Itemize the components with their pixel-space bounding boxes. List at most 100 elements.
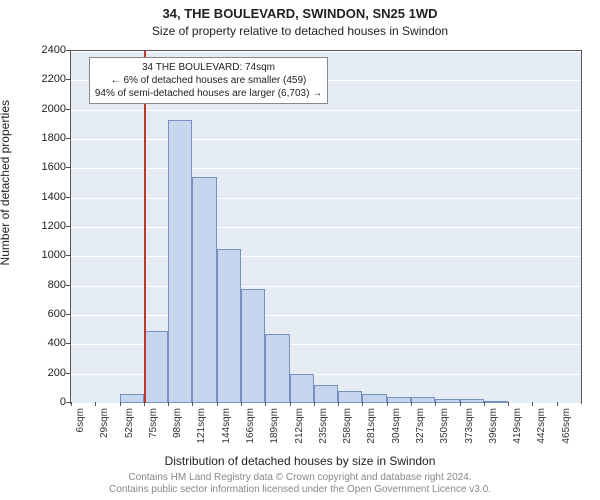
x-tick-mark <box>217 402 218 406</box>
histogram-bar <box>435 399 459 403</box>
x-tick-mark <box>290 402 291 406</box>
histogram-bar <box>144 331 168 403</box>
histogram-bar <box>265 334 289 403</box>
x-tick-mark <box>144 402 145 406</box>
x-tick-mark <box>71 402 72 406</box>
y-tick-label: 1600 <box>42 161 66 173</box>
annotation-line: 34 THE BOULEVARD: 74sqm <box>95 61 322 74</box>
y-tick-mark <box>66 79 70 80</box>
histogram-bar <box>290 374 314 403</box>
histogram-bar <box>314 385 338 403</box>
x-tick-mark <box>338 402 339 406</box>
footer-attribution: Contains HM Land Registry data © Crown c… <box>0 472 600 496</box>
x-tick-label: 52sqm <box>124 408 135 454</box>
y-tick-mark <box>66 314 70 315</box>
page-title: 34, THE BOULEVARD, SWINDON, SN25 1WD <box>0 6 600 21</box>
x-tick-mark <box>95 402 96 406</box>
x-tick-label: 258sqm <box>342 408 353 454</box>
x-axis-label: Distribution of detached houses by size … <box>0 454 600 468</box>
x-tick-mark <box>508 402 509 406</box>
y-tick-label: 2400 <box>42 44 66 56</box>
x-tick-mark <box>460 402 461 406</box>
x-tick-mark <box>411 402 412 406</box>
footer-line1: Contains HM Land Registry data © Crown c… <box>0 472 600 484</box>
x-tick-label: 373sqm <box>464 408 475 454</box>
x-tick-label: 327sqm <box>415 408 426 454</box>
y-axis-label: Number of detached properties <box>0 0 12 250</box>
x-tick-label: 166sqm <box>245 408 256 454</box>
y-tick-mark <box>66 373 70 374</box>
annotation-line: ← 6% of detached houses are smaller (459… <box>95 74 322 87</box>
x-tick-mark <box>362 402 363 406</box>
x-tick-label: 121sqm <box>196 408 207 454</box>
y-tick-label: 1400 <box>42 191 66 203</box>
x-tick-label: 304sqm <box>391 408 402 454</box>
x-tick-label: 396sqm <box>488 408 499 454</box>
x-tick-mark <box>557 402 558 406</box>
y-tick-label: 600 <box>48 308 66 320</box>
x-tick-mark <box>435 402 436 406</box>
gridline <box>71 110 581 111</box>
annotation-line: 94% of semi-detached houses are larger (… <box>95 87 322 100</box>
annotation-box: 34 THE BOULEVARD: 74sqm← 6% of detached … <box>89 57 328 104</box>
x-tick-label: 235sqm <box>318 408 329 454</box>
gridline <box>71 139 581 140</box>
y-tick-label: 2200 <box>42 73 66 85</box>
x-tick-label: 29sqm <box>99 408 110 454</box>
histogram-bar <box>168 120 192 403</box>
y-tick-mark <box>66 255 70 256</box>
y-tick-label: 400 <box>48 337 66 349</box>
x-tick-label: 442sqm <box>536 408 547 454</box>
y-tick-mark <box>66 343 70 344</box>
y-tick-mark <box>66 285 70 286</box>
x-tick-mark <box>241 402 242 406</box>
x-tick-mark <box>484 402 485 406</box>
x-tick-mark <box>192 402 193 406</box>
y-tick-label: 1200 <box>42 220 66 232</box>
x-tick-label: 281sqm <box>366 408 377 454</box>
x-tick-label: 75sqm <box>148 408 159 454</box>
x-tick-label: 6sqm <box>75 408 86 454</box>
x-tick-label: 350sqm <box>439 408 450 454</box>
y-tick-mark <box>66 138 70 139</box>
y-tick-label: 800 <box>48 279 66 291</box>
gridline <box>71 403 581 404</box>
histogram-bar <box>484 401 508 403</box>
x-tick-mark <box>168 402 169 406</box>
histogram-bar <box>217 249 241 403</box>
histogram-bar <box>411 397 435 403</box>
x-tick-mark <box>387 402 388 406</box>
x-tick-label: 419sqm <box>512 408 523 454</box>
x-tick-label: 189sqm <box>269 408 280 454</box>
histogram-bar <box>120 394 144 403</box>
gridline <box>71 286 581 287</box>
footer-line2: Contains public sector information licen… <box>0 484 600 496</box>
x-tick-mark <box>265 402 266 406</box>
y-tick-label: 1000 <box>42 249 66 261</box>
x-tick-label: 212sqm <box>294 408 305 454</box>
y-tick-mark <box>66 109 70 110</box>
gridline <box>71 51 581 52</box>
gridline <box>71 198 581 199</box>
x-tick-label: 98sqm <box>172 408 183 454</box>
y-tick-mark <box>66 197 70 198</box>
histogram-bar <box>387 397 411 403</box>
histogram-plot: 34 THE BOULEVARD: 74sqm← 6% of detached … <box>70 50 582 404</box>
x-tick-mark <box>120 402 121 406</box>
x-tick-mark <box>314 402 315 406</box>
histogram-bar <box>241 289 265 403</box>
gridline <box>71 256 581 257</box>
histogram-bar <box>338 391 362 403</box>
x-tick-label: 144sqm <box>221 408 232 454</box>
page-subtitle: Size of property relative to detached ho… <box>0 24 600 38</box>
x-tick-label: 465sqm <box>561 408 572 454</box>
y-tick-mark <box>66 50 70 51</box>
histogram-bar <box>192 177 216 403</box>
histogram-bar <box>362 394 386 403</box>
gridline <box>71 315 581 316</box>
y-tick-mark <box>66 167 70 168</box>
y-tick-label: 2000 <box>42 103 66 115</box>
x-tick-mark <box>532 402 533 406</box>
gridline <box>71 168 581 169</box>
y-tick-mark <box>66 226 70 227</box>
